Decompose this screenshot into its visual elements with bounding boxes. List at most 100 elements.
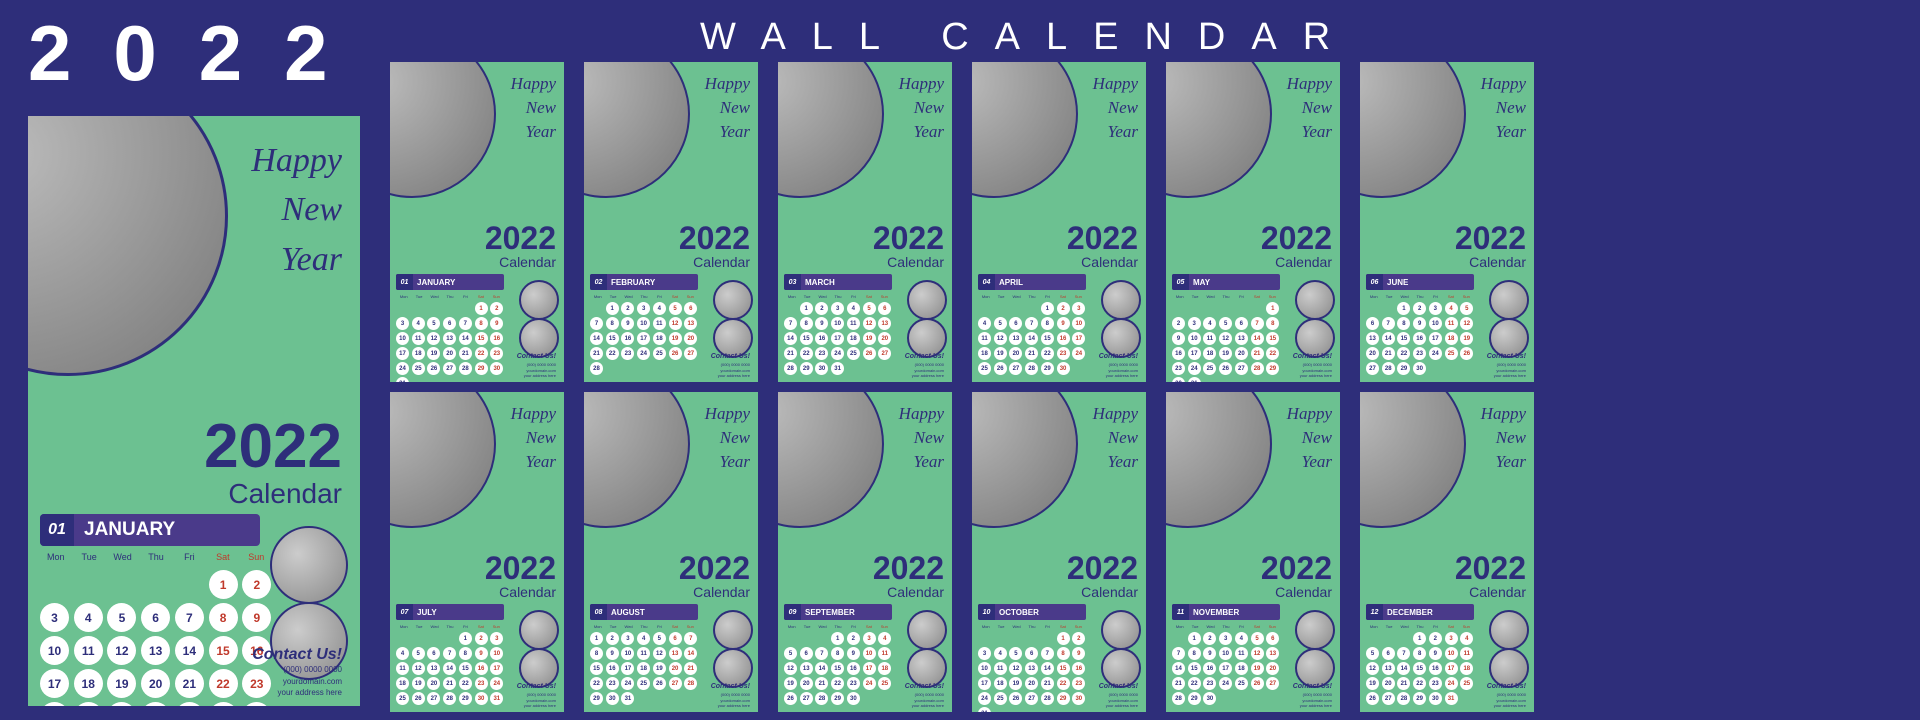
dow-label: Sat [667,624,682,629]
calendar-cell: 25 [878,677,891,690]
calendar-grid: 1234567891011121314151617181920212223242… [1172,632,1280,705]
calendar-cell: 27 [1266,677,1279,690]
greeting-text: HappyNewYear [1093,402,1138,473]
calendar-cell: 10 [863,647,876,660]
calendar-cell: 29 [800,362,813,375]
calendar-cell: 14 [1025,332,1038,345]
calendar-cell: 9 [475,647,488,660]
calendar-cell: 30 [606,692,619,705]
calendar-cell: 13 [878,317,891,330]
calendar-grid: 1234567891011121314151617181920212223242… [784,632,892,705]
photo-circle [519,280,559,320]
calendar-cell: 1 [1397,302,1410,315]
calendar-cell: 19 [863,332,876,345]
calendar-cell: 28 [443,692,456,705]
dow-label: Thu [636,624,651,629]
calendar-cell: 16 [621,332,634,345]
calendar-cell-empty [1172,302,1185,315]
calendar-cell: 6 [878,302,891,315]
calendar-cell: 26 [994,362,1007,375]
photo-placeholder-blob [28,116,228,376]
calendar-cell: 26 [1219,362,1232,375]
photo-circle [713,648,753,688]
calendar-cell: 23 [490,347,503,360]
calendar-thumbnail: HappyNewYear 2022 Calendar 02 FEBRUARY M… [584,62,758,382]
calendar-cell: 25 [1203,362,1216,375]
calendar-cell: 18 [1445,332,1458,345]
calendar-cell: 12 [863,317,876,330]
greeting-text: HappyNewYear [1481,402,1526,473]
day-of-week-header: MonTueWedThuFriSatSun [40,552,272,562]
dow-label: Mon [978,294,993,299]
photo-placeholder-blob [972,392,1078,528]
dow-label: Sun [877,624,892,629]
dow-label: Sun [1265,624,1280,629]
dow-label: Wed [815,294,830,299]
calendar-cell: 17 [621,662,634,675]
calendar-cell: 21 [590,347,603,360]
calendar-cell: 6 [684,302,697,315]
calendar-cell: 25 [1445,347,1458,360]
year-label: 2022 [204,411,342,482]
calendar-cell: 7 [1382,317,1395,330]
contact-label: Contact Us! [1099,353,1138,360]
calendar-cell: 20 [878,332,891,345]
dow-label: Fri [1040,624,1055,629]
calendar-cell: 14 [684,647,697,660]
calendar-cell: 26 [1009,692,1022,705]
dow-label: Fri [1234,624,1249,629]
contact-label: Contact Us! [252,646,342,664]
contact-label: Contact Us! [711,683,750,690]
photo-circle [1295,610,1335,650]
calendar-cell: 17 [40,669,69,698]
calendar-cell: 26 [412,692,425,705]
photo-placeholder-blob [584,62,690,198]
calendar-cell: 17 [863,662,876,675]
dow-label: Fri [1428,294,1443,299]
dow-label: Sun [1071,294,1086,299]
calendar-cell: 16 [1057,332,1070,345]
calendar-cell: 25 [978,362,991,375]
dow-label: Fri [652,624,667,629]
calendar-cell: 10 [1445,647,1458,660]
contact-label: Contact Us! [1487,353,1526,360]
calendar-cell: 14 [815,662,828,675]
greeting-text: HappyNewYear [1287,402,1332,473]
calendar-cell: 8 [1188,647,1201,660]
calendar-cell: 5 [1009,647,1022,660]
calendar-cell: 30 [490,362,503,375]
greeting-text: HappyNewYear [899,402,944,473]
calendar-cell: 16 [606,662,619,675]
calendar-cell: 27 [1025,692,1038,705]
calendar-cell: 27 [684,347,697,360]
calendar-cell: 16 [1429,662,1442,675]
calendar-cell: 12 [412,662,425,675]
calendar-cell: 15 [459,662,472,675]
day-of-week-header: MonTueWedThuFriSatSun [590,624,698,629]
calendar-cell: 16 [847,662,860,675]
photo-placeholder-blob [1360,392,1466,528]
calendar-cell: 4 [412,317,425,330]
calendar-cell: 29 [459,692,472,705]
month-name: SEPTEMBER [805,608,855,617]
calendar-cell: 16 [1172,347,1185,360]
calendar-cell: 11 [637,647,650,660]
calendar-cell: 29 [1188,692,1201,705]
calendar-cell: 13 [1366,332,1379,345]
month-name: NOVEMBER [1193,608,1239,617]
photo-circle [907,318,947,358]
photo-circle [907,648,947,688]
month-number: 07 [396,604,413,620]
calendar-cell: 4 [878,632,891,645]
calendar-cell-empty [1041,632,1054,645]
calendar-cell: 13 [1266,647,1279,660]
calendar-cell: 29 [1413,692,1426,705]
calendar-cell: 21 [1382,347,1395,360]
dow-label: Wed [1397,294,1412,299]
calendar-grid: 1234567891011121314151617181920212223242… [590,302,698,375]
dow-label: Tue [799,294,814,299]
dow-label: Sat [473,294,488,299]
calendar-cell: 10 [490,647,503,660]
calendar-cell: 12 [1460,317,1473,330]
dow-label: Mon [784,624,799,629]
